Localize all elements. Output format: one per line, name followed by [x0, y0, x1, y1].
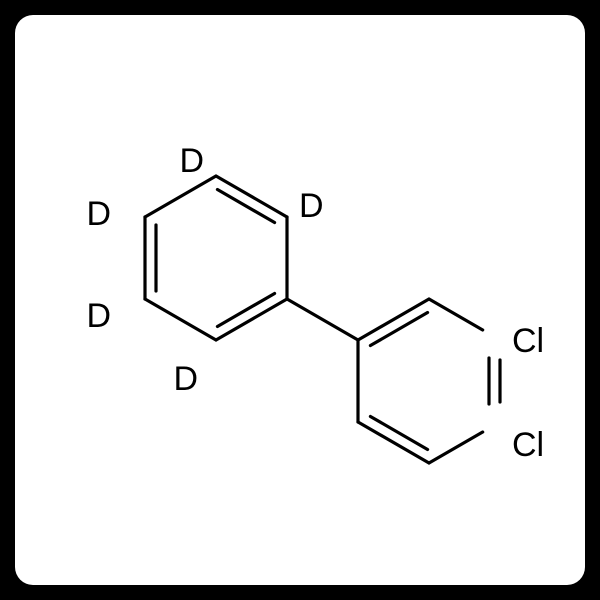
molecule-diagram: D D D D D Cl Cl: [0, 0, 600, 600]
atom-label-d: D: [179, 142, 204, 180]
atom-label-cl: Cl: [512, 426, 544, 464]
atom-label-d: D: [299, 187, 324, 225]
atom-label-cl: Cl: [512, 322, 544, 360]
atom-label-d: D: [86, 195, 111, 233]
atom-label-d: D: [86, 297, 111, 335]
atom-label-d: D: [173, 360, 198, 398]
